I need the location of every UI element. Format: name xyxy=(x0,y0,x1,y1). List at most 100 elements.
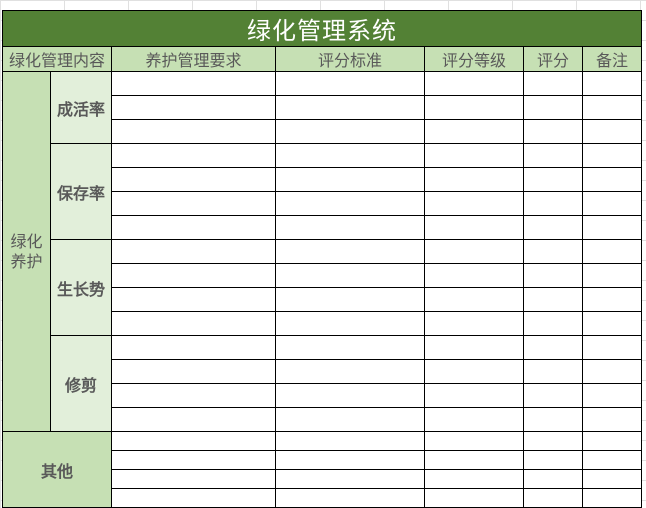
criteria-cell[interactable] xyxy=(275,239,425,264)
remarks-cell[interactable] xyxy=(581,167,643,192)
criteria-cell[interactable] xyxy=(275,359,425,384)
grade-cell[interactable] xyxy=(424,167,524,192)
requirements-cell[interactable] xyxy=(111,239,276,264)
grade-cell[interactable] xyxy=(424,469,524,489)
requirements-cell[interactable] xyxy=(111,488,276,508)
grade-cell[interactable] xyxy=(424,450,524,470)
remarks-cell[interactable] xyxy=(581,431,643,451)
grade-cell[interactable] xyxy=(424,359,524,384)
grade-cell[interactable] xyxy=(424,119,524,144)
table-row: 修剪 xyxy=(3,335,643,432)
score-cell[interactable] xyxy=(523,311,583,336)
criteria-cell[interactable] xyxy=(275,450,425,470)
score-cell[interactable] xyxy=(523,407,583,432)
requirements-cell[interactable] xyxy=(111,335,276,360)
requirements-cell[interactable] xyxy=(111,469,276,489)
group-label-other: 其他 xyxy=(2,431,112,508)
remarks-cell[interactable] xyxy=(581,469,643,489)
requirements-cell[interactable] xyxy=(111,383,276,408)
score-cell[interactable] xyxy=(523,488,583,508)
criteria-cell[interactable] xyxy=(275,431,425,451)
remarks-cell[interactable] xyxy=(581,215,643,240)
requirements-cell[interactable] xyxy=(111,263,276,288)
requirements-cell[interactable] xyxy=(111,215,276,240)
remarks-cell[interactable] xyxy=(581,119,643,144)
requirements-cell[interactable] xyxy=(111,450,276,470)
grade-cell[interactable] xyxy=(424,383,524,408)
grade-cell[interactable] xyxy=(424,143,524,168)
score-cell[interactable] xyxy=(523,431,583,451)
grade-cell[interactable] xyxy=(424,191,524,216)
criteria-cell[interactable] xyxy=(275,167,425,192)
criteria-cell[interactable] xyxy=(275,311,425,336)
remarks-cell[interactable] xyxy=(581,95,643,120)
score-cell[interactable] xyxy=(523,191,583,216)
grade-cell[interactable] xyxy=(424,287,524,312)
score-cell[interactable] xyxy=(523,215,583,240)
remarks-cell[interactable] xyxy=(581,488,643,508)
remarks-cell[interactable] xyxy=(581,287,643,312)
criteria-cell[interactable] xyxy=(275,335,425,360)
criteria-cell[interactable] xyxy=(275,95,425,120)
criteria-cell[interactable] xyxy=(275,407,425,432)
requirements-cell[interactable] xyxy=(111,431,276,451)
remarks-cell[interactable] xyxy=(581,383,643,408)
remarks-cell[interactable] xyxy=(581,239,643,264)
score-cell[interactable] xyxy=(523,263,583,288)
criteria-cell[interactable] xyxy=(275,383,425,408)
requirements-cell[interactable] xyxy=(111,407,276,432)
requirements-cell[interactable] xyxy=(111,359,276,384)
criteria-cell[interactable] xyxy=(275,71,425,96)
requirements-cell[interactable] xyxy=(111,95,276,120)
score-cell[interactable] xyxy=(523,239,583,264)
remarks-cell[interactable] xyxy=(581,263,643,288)
score-cell[interactable] xyxy=(523,95,583,120)
criteria-cell[interactable] xyxy=(275,263,425,288)
grade-cell[interactable] xyxy=(424,239,524,264)
score-cell[interactable] xyxy=(523,335,583,360)
requirements-cell[interactable] xyxy=(111,191,276,216)
remarks-cell[interactable] xyxy=(581,335,643,360)
requirements-cell[interactable] xyxy=(111,311,276,336)
grade-cell[interactable] xyxy=(424,407,524,432)
score-cell[interactable] xyxy=(523,469,583,489)
score-cell[interactable] xyxy=(523,450,583,470)
grade-cell[interactable] xyxy=(424,488,524,508)
criteria-cell[interactable] xyxy=(275,191,425,216)
subgroup-label: 保存率 xyxy=(50,143,112,240)
remarks-cell[interactable] xyxy=(581,311,643,336)
score-cell[interactable] xyxy=(523,143,583,168)
grade-cell[interactable] xyxy=(424,95,524,120)
score-cell[interactable] xyxy=(523,71,583,96)
requirements-cell[interactable] xyxy=(111,287,276,312)
remarks-cell[interactable] xyxy=(581,407,643,432)
grade-cell[interactable] xyxy=(424,311,524,336)
table-row xyxy=(3,407,643,432)
score-cell[interactable] xyxy=(523,167,583,192)
requirements-cell[interactable] xyxy=(111,119,276,144)
score-cell[interactable] xyxy=(523,359,583,384)
score-cell[interactable] xyxy=(523,119,583,144)
remarks-cell[interactable] xyxy=(581,191,643,216)
grade-cell[interactable] xyxy=(424,263,524,288)
requirements-cell[interactable] xyxy=(111,143,276,168)
criteria-cell[interactable] xyxy=(275,469,425,489)
criteria-cell[interactable] xyxy=(275,287,425,312)
criteria-cell[interactable] xyxy=(275,119,425,144)
requirements-cell[interactable] xyxy=(111,167,276,192)
requirements-cell[interactable] xyxy=(111,71,276,96)
criteria-cell[interactable] xyxy=(275,488,425,508)
score-cell[interactable] xyxy=(523,287,583,312)
table-row xyxy=(3,450,643,470)
grade-cell[interactable] xyxy=(424,71,524,96)
remarks-cell[interactable] xyxy=(581,359,643,384)
criteria-cell[interactable] xyxy=(275,215,425,240)
grade-cell[interactable] xyxy=(424,215,524,240)
remarks-cell[interactable] xyxy=(581,450,643,470)
grade-cell[interactable] xyxy=(424,431,524,451)
grade-cell[interactable] xyxy=(424,335,524,360)
criteria-cell[interactable] xyxy=(275,143,425,168)
remarks-cell[interactable] xyxy=(581,143,643,168)
remarks-cell[interactable] xyxy=(581,71,643,96)
score-cell[interactable] xyxy=(523,383,583,408)
